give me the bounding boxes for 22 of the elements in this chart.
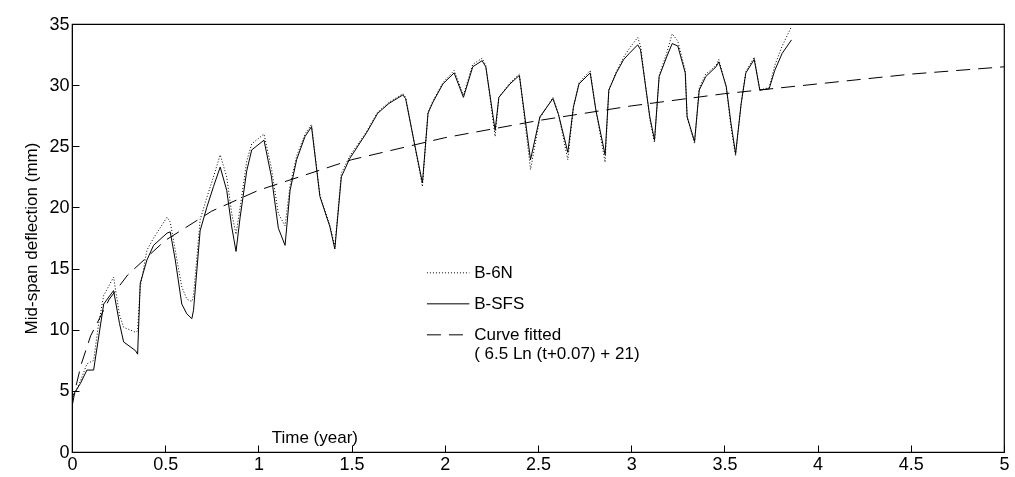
x-tick-label: 3 xyxy=(626,453,637,474)
x-tick-label: 1.5 xyxy=(339,453,365,474)
x-axis-title: Time (year) xyxy=(271,427,358,447)
x-tick-label: 5 xyxy=(999,453,1010,474)
y-tick-label: 15 xyxy=(49,258,70,279)
x-tick-label: 2 xyxy=(440,453,451,474)
x-tick-label: 3.5 xyxy=(712,453,738,474)
y-tick-label: 5 xyxy=(59,380,70,401)
y-tick-label: 30 xyxy=(49,74,70,95)
y-axis-title: Mid-span deflection (mm) xyxy=(22,142,42,335)
x-tick-label: 1 xyxy=(253,453,264,474)
x-tick-label: 2.5 xyxy=(525,453,552,474)
legend-label: B-6N xyxy=(474,262,513,282)
y-tick-label: 25 xyxy=(49,135,70,156)
x-tick-label: 4 xyxy=(813,453,824,474)
y-tick-label: 35 xyxy=(49,13,70,34)
x-tick-label: 0.5 xyxy=(153,453,179,474)
x-tick-label: 4.5 xyxy=(898,453,924,474)
legend-label: Curve fitted ( 6.5 Ln (t+0.07) + 21) xyxy=(474,324,640,363)
y-tick-label: 10 xyxy=(49,319,70,340)
y-tick-label: 20 xyxy=(49,196,70,217)
legend-label: B-SFS xyxy=(474,293,525,313)
